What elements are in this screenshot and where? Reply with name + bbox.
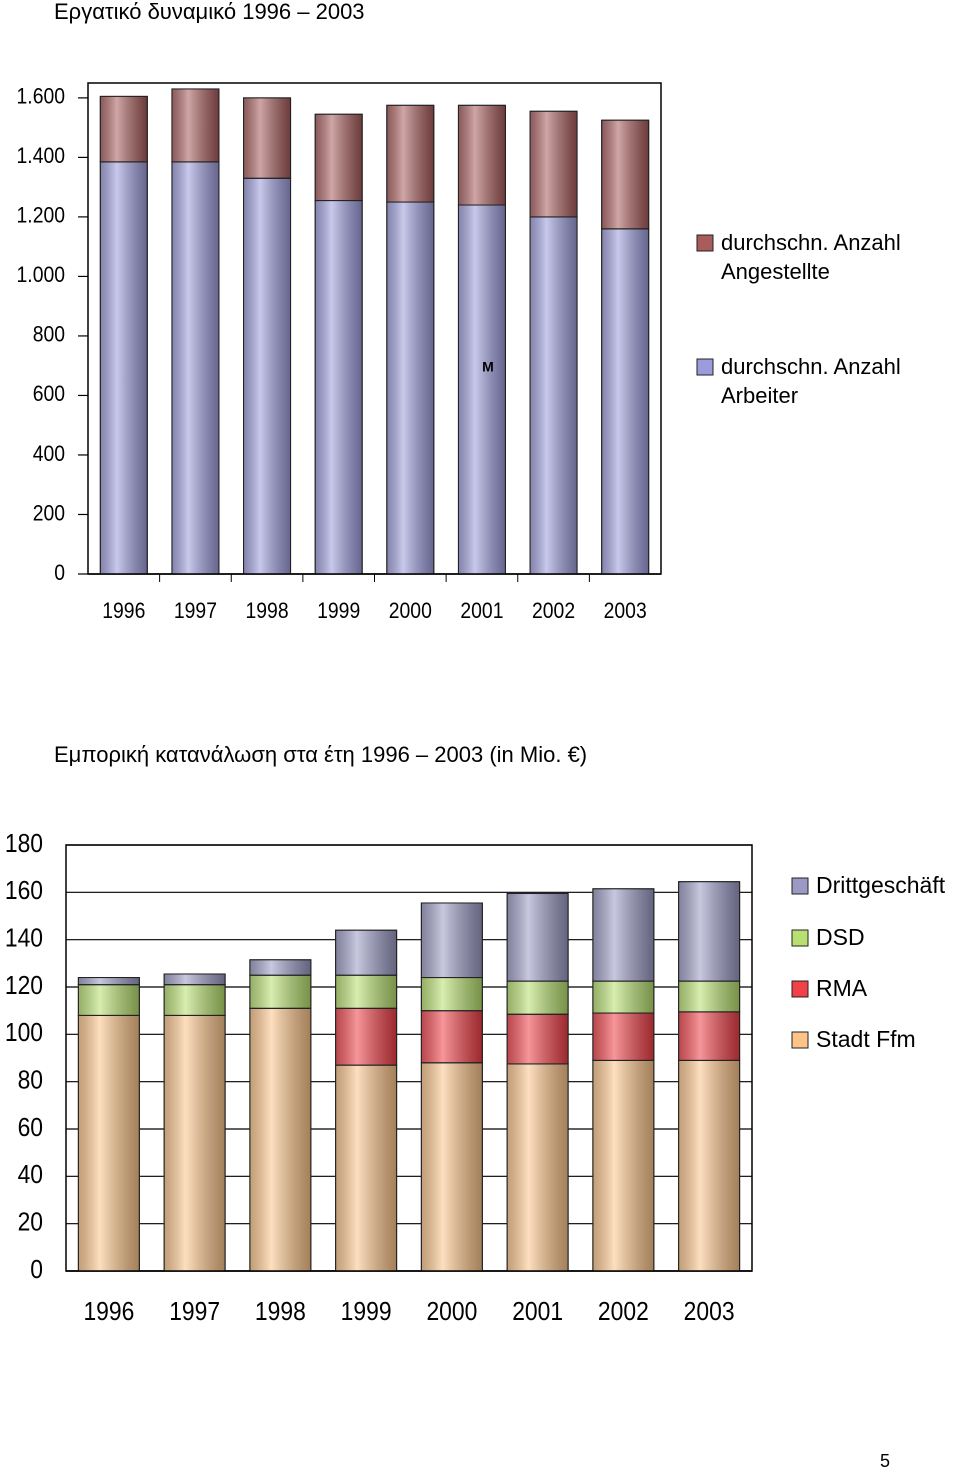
y-tick-label: 180 <box>5 830 43 859</box>
bar-shade <box>592 980 655 1014</box>
x-tick-label: 2001 <box>460 599 503 623</box>
bar-shade <box>678 980 741 1013</box>
bar-shade <box>243 177 292 575</box>
bar-shade <box>77 1014 140 1272</box>
y-tick-label: 160 <box>5 877 43 906</box>
y-tick-label: 1.600 <box>17 85 65 109</box>
x-tick-label: 2002 <box>532 599 575 623</box>
bar-shade <box>506 980 569 1015</box>
legend-label: Drittgeschäft <box>816 871 946 898</box>
bar-shade <box>420 977 483 1012</box>
bar-shade <box>506 1013 569 1065</box>
bar-shade <box>457 104 506 206</box>
bar-shade <box>77 977 140 986</box>
x-tick-label: 1999 <box>341 1298 392 1327</box>
legend-swatch <box>791 1031 809 1049</box>
bar-shade <box>77 984 140 1016</box>
x-tick-label: 2003 <box>684 1298 735 1327</box>
bar-shade <box>386 104 435 203</box>
bar-shade <box>678 1059 741 1272</box>
bar-shade <box>592 1059 655 1272</box>
bar-shade <box>506 1063 569 1272</box>
bar-shade <box>249 959 312 976</box>
bar-shade <box>529 110 578 218</box>
bar-shade <box>335 929 398 976</box>
y-tick-label: 0 <box>30 1256 43 1285</box>
x-tick-label: 1997 <box>169 1298 220 1327</box>
x-tick-label: 2000 <box>389 599 432 623</box>
y-tick-label: 600 <box>33 382 65 406</box>
bar-shade <box>592 888 655 982</box>
bar-shade <box>386 201 435 575</box>
bar-shade <box>457 204 506 575</box>
bar-shade <box>163 973 226 986</box>
bar-shade <box>99 161 148 575</box>
y-tick-label: 200 <box>33 501 65 525</box>
legend-label: durchschn. Anzahl Angestellte <box>721 229 901 285</box>
bar-shade <box>314 113 363 202</box>
y-tick-label: 60 <box>18 1114 43 1143</box>
legend-swatch <box>696 358 714 376</box>
legend-label: durchschn. Anzahl Arbeiter <box>721 353 901 409</box>
annotation: M <box>482 359 494 375</box>
y-tick-label: 120 <box>5 972 43 1001</box>
bar-shade <box>678 881 741 982</box>
y-tick-label: 1.200 <box>17 204 65 228</box>
legend-label: Stadt Ffm <box>816 1025 916 1052</box>
x-tick-label: 1999 <box>317 599 360 623</box>
x-tick-label: 1997 <box>174 599 217 623</box>
bar-shade <box>678 1011 741 1061</box>
y-tick-label: 0 <box>54 561 65 585</box>
legend-swatch <box>791 980 809 998</box>
x-tick-label: 1996 <box>102 599 145 623</box>
bar-shade <box>99 95 148 163</box>
page-number: 5 <box>880 1451 890 1471</box>
y-tick-label: 400 <box>33 442 65 466</box>
bar-shade <box>420 902 483 979</box>
bar-shade <box>249 1007 312 1272</box>
x-tick-label: 2002 <box>598 1298 649 1327</box>
bar-shade <box>171 161 220 575</box>
bar-shade <box>506 893 569 982</box>
bar-shade <box>335 1064 398 1272</box>
x-tick-label: 2001 <box>512 1298 563 1327</box>
bar-shade <box>314 200 363 575</box>
bar-shade <box>592 1012 655 1061</box>
y-tick-label: 40 <box>18 1161 43 1190</box>
legend-swatch <box>791 929 809 947</box>
y-tick-label: 100 <box>5 1019 43 1048</box>
bar-shade <box>601 228 650 575</box>
y-tick-label: 20 <box>18 1208 43 1237</box>
legend-label: DSD <box>816 923 865 950</box>
bar-shade <box>420 1010 483 1064</box>
bar-shade <box>335 974 398 1009</box>
x-tick-label: 1998 <box>246 599 289 623</box>
bar-shade <box>163 1014 226 1272</box>
bar-shade <box>171 88 220 163</box>
legend-swatch <box>696 234 714 252</box>
y-tick-label: 80 <box>18 1066 43 1095</box>
y-tick-label: 1.400 <box>17 144 65 168</box>
bar-shade <box>249 974 312 1009</box>
bar-shade <box>163 984 226 1016</box>
legend-swatch <box>791 877 809 895</box>
bar-shade <box>420 1062 483 1272</box>
x-tick-label: 1996 <box>83 1298 134 1327</box>
bar-shade <box>601 119 650 230</box>
legend-label: RMA <box>816 974 868 1001</box>
y-tick-label: 800 <box>33 323 65 347</box>
bar-shade <box>335 1007 398 1066</box>
bar-shade <box>243 97 292 179</box>
x-tick-label: 1998 <box>255 1298 306 1327</box>
y-tick-label: 140 <box>5 924 43 953</box>
x-tick-label: 2003 <box>604 599 647 623</box>
x-tick-label: 2000 <box>426 1298 477 1327</box>
y-tick-label: 1.000 <box>17 263 65 287</box>
bar-shade <box>529 216 578 575</box>
chart-title: Εμπορική κατανάλωση στα έτη 1996 – 2003 … <box>54 742 587 767</box>
chart-title: Εργατικό δυναμικό 1996 – 2003 <box>54 0 365 24</box>
